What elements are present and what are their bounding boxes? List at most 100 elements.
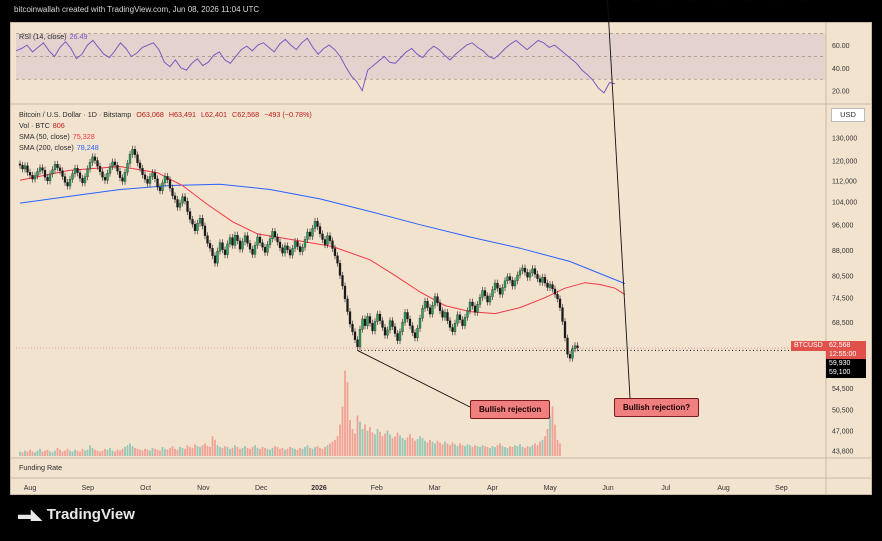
sma200-line <box>19 183 626 285</box>
volume-bar <box>329 443 331 456</box>
sma50-label: SMA (50, close) <box>19 132 70 141</box>
candle <box>28 168 32 179</box>
candle-body <box>246 235 249 244</box>
candle-body <box>448 320 452 328</box>
volume-bar <box>381 436 384 456</box>
tradingview-logo-icon: ▬◣ <box>18 506 42 522</box>
volume-bar <box>481 445 484 456</box>
volume-bar <box>181 447 184 456</box>
candle <box>406 308 409 323</box>
candle <box>321 230 324 243</box>
volume-bar <box>174 448 176 456</box>
candle-body <box>193 223 197 231</box>
volume-bar <box>21 452 24 456</box>
brand: ▬◣ TradingView <box>18 506 135 523</box>
candle-body <box>268 238 272 245</box>
candle-body <box>538 278 542 283</box>
candle-body <box>71 173 74 180</box>
annotation-bullish-rejection-question[interactable]: Bullish rejection? <box>614 398 700 417</box>
candle <box>133 145 137 159</box>
candle-body <box>388 320 392 331</box>
candle-body <box>326 235 329 245</box>
candle-body <box>61 170 64 177</box>
volume-bar <box>169 447 171 456</box>
volume-bar <box>391 438 394 456</box>
price-tick-label: 88,000 <box>832 248 854 255</box>
volume-bar <box>251 447 254 456</box>
candle <box>153 169 157 183</box>
candle-body <box>336 255 339 264</box>
candle-body <box>51 169 54 175</box>
candle-body <box>323 239 327 245</box>
candle-body <box>183 196 187 202</box>
volume-bar <box>39 448 41 456</box>
candle <box>361 315 364 333</box>
candle-body <box>536 274 539 279</box>
candle-body <box>66 182 69 187</box>
candle <box>313 217 317 232</box>
candle-body <box>103 177 107 181</box>
candle <box>398 328 402 345</box>
candle <box>328 232 332 245</box>
candle-body <box>233 234 237 246</box>
candle <box>228 234 232 248</box>
candle <box>146 175 149 187</box>
volume-bar <box>556 439 559 456</box>
candle-body <box>516 274 519 282</box>
candle-body <box>18 163 22 166</box>
ohlc-close: C62,568 <box>232 110 260 119</box>
volume-bar <box>269 449 271 456</box>
annotation-bullish-rejection[interactable]: Bullish rejection <box>470 400 551 419</box>
candle <box>548 281 552 291</box>
candle-body <box>463 317 467 326</box>
candle-body <box>401 322 404 332</box>
volume-bar <box>354 433 356 456</box>
candle <box>33 172 37 183</box>
volume-bar <box>541 439 544 456</box>
candle-body <box>493 282 497 290</box>
candle <box>453 319 457 336</box>
volume-bar <box>286 448 289 456</box>
candle <box>466 307 469 321</box>
candle <box>156 175 159 191</box>
volume-bar <box>451 442 454 456</box>
candle-body <box>343 285 347 300</box>
volume-bar <box>194 444 196 456</box>
volume-bar <box>276 447 279 456</box>
candle <box>221 239 224 254</box>
candle <box>148 173 152 187</box>
candle-body <box>541 277 544 283</box>
candle-body <box>333 248 337 256</box>
candle <box>196 219 199 235</box>
volume-bar <box>379 431 381 456</box>
candle <box>256 233 259 249</box>
candle-body <box>508 276 512 281</box>
candle-body <box>498 288 502 295</box>
symbol-tag: BTCUSD <box>791 341 826 351</box>
candle-body <box>126 163 129 173</box>
candle <box>333 245 337 260</box>
candle <box>278 238 282 252</box>
currency-button[interactable]: USD <box>831 108 865 122</box>
candle-body <box>328 235 332 241</box>
candle-body <box>306 231 309 240</box>
volume-bar <box>356 415 359 456</box>
candle <box>41 164 44 174</box>
candle-body <box>48 173 52 182</box>
volume-bar <box>414 440 416 456</box>
volume-bar <box>144 448 146 456</box>
candle-body <box>153 172 157 179</box>
candle <box>218 239 222 255</box>
volume-bar <box>386 430 389 456</box>
candle-body <box>73 168 77 174</box>
candle <box>71 170 74 183</box>
volume-bar <box>519 444 521 456</box>
time-axis-label: Apr <box>487 485 499 492</box>
volume-bar <box>76 450 79 456</box>
candle <box>518 267 522 279</box>
candle <box>458 311 462 324</box>
candle-body <box>238 240 242 250</box>
candle <box>128 150 132 167</box>
volume-bar <box>236 447 239 456</box>
